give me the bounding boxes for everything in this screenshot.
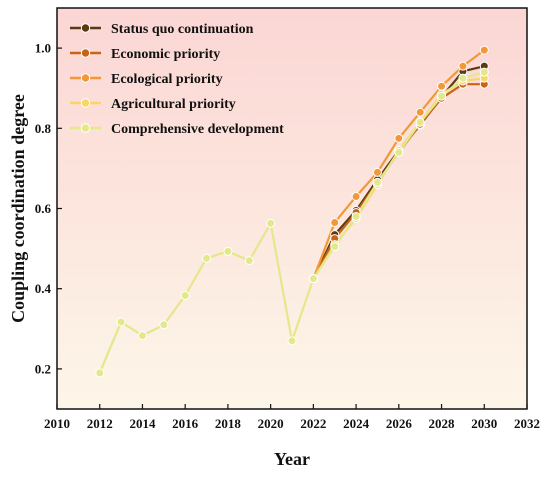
x-tick-label: 2012 [87, 416, 113, 431]
y-tick-label: 0.6 [35, 201, 52, 216]
x-tick-label: 2032 [514, 416, 540, 431]
series-point [351, 191, 361, 201]
series-point [330, 242, 340, 252]
series-point [394, 147, 404, 157]
historical-point [223, 246, 233, 256]
series-point [437, 91, 447, 101]
series-point [330, 218, 340, 228]
series-point [437, 81, 447, 91]
legend-label: Agricultural priority [111, 97, 236, 112]
historical-point [159, 320, 169, 330]
y-tick-label: 0.8 [35, 121, 52, 136]
historical-point [116, 317, 126, 327]
series-point [415, 107, 425, 117]
series-point [394, 133, 404, 143]
x-tick-label: 2016 [172, 416, 199, 431]
historical-point [287, 336, 297, 346]
x-tick-label: 2022 [300, 416, 326, 431]
x-tick-label: 2018 [215, 416, 242, 431]
legend-swatch-marker [80, 73, 91, 83]
y-tick-label: 0.2 [35, 361, 51, 376]
y-tick-label: 0.4 [35, 281, 52, 296]
series-point [372, 167, 382, 177]
legend-swatch-marker [80, 123, 91, 133]
historical-point [266, 218, 276, 228]
x-axis-title: Year [274, 449, 310, 469]
legend-swatch-marker [80, 48, 91, 58]
x-tick-label: 2010 [44, 416, 70, 431]
series-point [372, 177, 382, 187]
y-axis-title: Coupling coordination degree [8, 94, 28, 323]
series-point [458, 61, 468, 71]
series-point [479, 67, 489, 77]
series-point [458, 73, 468, 83]
historical-point [95, 368, 105, 378]
historical-point [180, 291, 190, 301]
x-tick-label: 2028 [429, 416, 456, 431]
historical-point [137, 331, 147, 341]
legend-swatch-marker [80, 23, 91, 33]
plot-background [57, 8, 527, 409]
x-tick-label: 2030 [471, 416, 497, 431]
legend: Status quo continuation Economic priority… [70, 22, 284, 137]
historical-point [244, 256, 254, 266]
legend-label: Comprehensive development [111, 122, 284, 137]
legend-label: Economic priority [111, 47, 220, 62]
series-point [415, 117, 425, 127]
y-tick-label: 1.0 [35, 41, 51, 56]
legend-label: Status quo continuation [111, 22, 254, 37]
x-tick-label: 2024 [343, 416, 370, 431]
legend-swatch-marker [80, 98, 91, 108]
historical-point [202, 253, 212, 263]
series-point [308, 274, 318, 284]
series-point [479, 45, 489, 55]
series-point [351, 212, 361, 222]
x-tick-label: 2020 [258, 416, 284, 431]
legend-label: Ecological priority [111, 72, 223, 87]
x-tick-label: 2026 [386, 416, 413, 431]
x-tick-label: 2014 [129, 416, 156, 431]
